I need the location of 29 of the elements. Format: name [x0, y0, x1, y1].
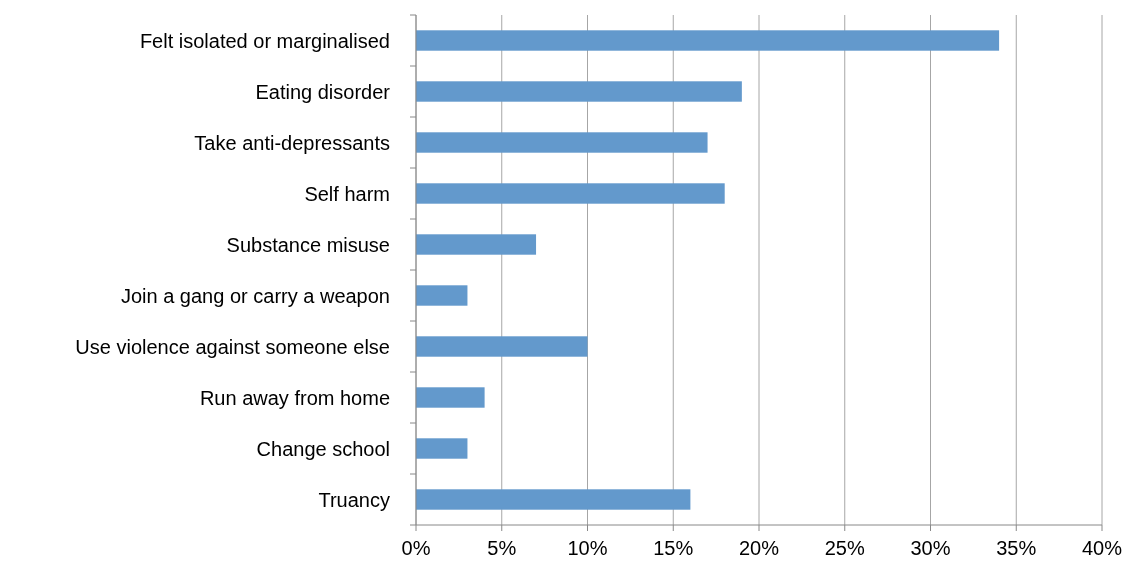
y-tick-label: Self harm [304, 182, 390, 205]
y-tick-label: Eating disorder [255, 80, 391, 103]
y-tick-label: Substance misuse [226, 233, 390, 256]
bar [416, 387, 485, 408]
bar [416, 438, 468, 459]
bar [416, 30, 1000, 51]
x-tick-label: 25% [824, 537, 865, 559]
y-tick-label: Take anti-depressants [194, 131, 390, 154]
bar [416, 132, 708, 153]
bar [416, 81, 742, 102]
bar [416, 285, 468, 306]
x-tick-label: 35% [996, 537, 1037, 559]
x-tick-label: 0% [401, 537, 431, 559]
x-tick-label: 15% [653, 537, 694, 559]
x-tick-label: 5% [487, 537, 517, 559]
bar [416, 183, 725, 204]
y-tick-label: Change school [256, 437, 390, 460]
y-tick-label: Run away from home [199, 386, 390, 409]
y-tick-label: Felt isolated or marginalised [139, 29, 390, 52]
bar [416, 234, 537, 255]
y-tick-label: Join a gang or carry a weapon [120, 284, 390, 307]
x-tick-label: 30% [910, 537, 951, 559]
y-tick-label: Use violence against someone else [75, 335, 390, 358]
x-tick-label: 10% [567, 537, 608, 559]
y-tick-label: Truancy [318, 488, 390, 511]
x-tick-label: 20% [738, 537, 780, 559]
bar [416, 336, 588, 357]
bar [416, 489, 691, 510]
x-tick-label: 40% [1081, 537, 1123, 559]
